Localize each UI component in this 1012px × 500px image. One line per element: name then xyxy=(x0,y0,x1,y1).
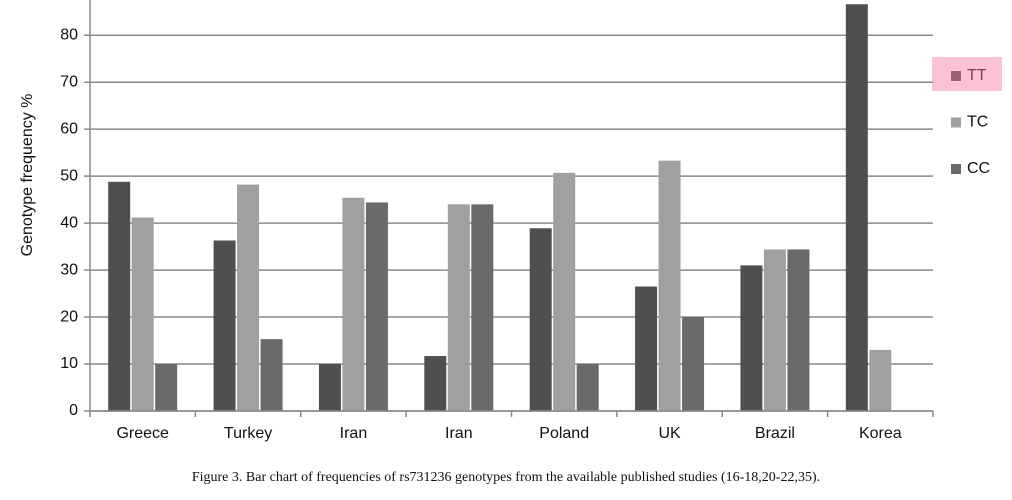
y-tick-label: 0 xyxy=(69,402,78,419)
highlight xyxy=(932,57,1002,91)
bar xyxy=(763,249,786,411)
y-tick-label: 30 xyxy=(60,261,78,278)
y-tick-label: 60 xyxy=(60,120,78,137)
x-tick-label: Greece xyxy=(116,425,169,442)
bar xyxy=(740,265,763,411)
bar xyxy=(869,349,892,411)
x-tick-label: Brazil xyxy=(755,425,795,442)
bar xyxy=(318,364,341,411)
bar xyxy=(155,364,178,411)
legend-swatch xyxy=(951,117,961,128)
y-tick-label: 70 xyxy=(60,73,78,90)
legend-label: CC xyxy=(967,160,990,177)
bar xyxy=(845,4,868,412)
bar xyxy=(787,249,810,411)
bar xyxy=(342,197,365,411)
legend-label: TT xyxy=(967,67,987,84)
bar xyxy=(447,204,470,411)
legend-label: TC xyxy=(967,114,988,131)
caption: Figure 3. Bar chart of frequencies of rs… xyxy=(192,470,820,485)
bar xyxy=(682,317,705,411)
x-tick-label: Iran xyxy=(445,425,473,442)
y-tick-label: 80 xyxy=(60,26,78,43)
y-axis-title: Genotype frequency % xyxy=(19,94,36,257)
legend-swatch xyxy=(951,71,961,81)
legend-swatch xyxy=(951,164,961,174)
x-tick-label: Korea xyxy=(859,425,902,442)
bar xyxy=(658,160,681,411)
bar xyxy=(365,202,388,411)
y-tick-label: 10 xyxy=(60,355,78,372)
bar xyxy=(131,217,154,411)
y-tick-label: 20 xyxy=(60,308,78,325)
bar xyxy=(471,204,494,411)
x-tick-label: Turkey xyxy=(224,425,272,442)
bar xyxy=(553,172,576,411)
y-tick-label: 50 xyxy=(60,167,78,184)
x-tick-label: Iran xyxy=(340,425,368,442)
bar xyxy=(260,339,283,411)
bar xyxy=(108,181,131,411)
bar xyxy=(529,228,552,411)
bar xyxy=(237,184,260,411)
y-tick-label: 40 xyxy=(60,214,78,231)
bar xyxy=(213,240,236,411)
bar xyxy=(424,356,447,411)
x-tick-label: UK xyxy=(658,425,681,442)
bar xyxy=(635,286,658,411)
x-tick-label: Poland xyxy=(539,425,589,442)
bar xyxy=(576,364,599,411)
